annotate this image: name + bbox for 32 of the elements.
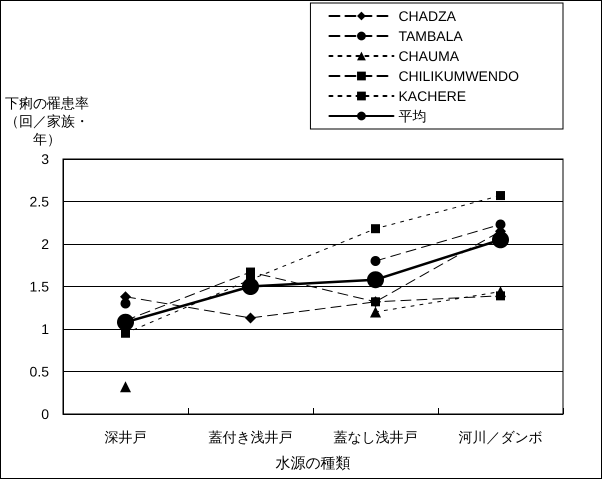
point bbox=[371, 224, 380, 234]
point bbox=[117, 314, 134, 331]
legend-label: KACHERE bbox=[398, 88, 466, 104]
point bbox=[370, 306, 381, 318]
legend-label: CHAUMA bbox=[398, 48, 460, 64]
y-tick-label: 0 bbox=[41, 406, 50, 422]
y-axis-title: 下痢の罹患率（回／家族・年） bbox=[5, 95, 89, 147]
y-tick-label: 1 bbox=[41, 321, 50, 337]
point bbox=[367, 271, 384, 288]
x-tick-label: 深井戸 bbox=[104, 429, 146, 445]
point bbox=[242, 278, 259, 295]
x-tick-label: 河川／ダンボ bbox=[458, 429, 542, 445]
legend-label: TAMBALA bbox=[398, 28, 464, 44]
point bbox=[120, 298, 130, 308]
legend-label: CHADZA bbox=[398, 8, 457, 24]
x-axis-title: 水源の種類 bbox=[276, 455, 350, 472]
y-tick-label: 1.5 bbox=[30, 278, 50, 294]
y-tick-label: 3 bbox=[41, 151, 50, 167]
legend-label: CHILIKUMWENDO bbox=[398, 68, 520, 84]
point bbox=[370, 256, 380, 266]
point bbox=[496, 219, 506, 230]
point bbox=[245, 312, 256, 324]
point bbox=[120, 381, 131, 392]
y-tick-label: 2 bbox=[41, 236, 50, 252]
y-tick-label: 0.5 bbox=[30, 364, 50, 380]
x-tick-label: 蓋付き浅井戸 bbox=[208, 429, 292, 445]
point bbox=[496, 191, 505, 200]
point bbox=[496, 291, 505, 300]
y-tick-label: 2.5 bbox=[30, 194, 50, 210]
x-tick-label: 蓋なし浅井戸 bbox=[334, 429, 418, 445]
point bbox=[492, 231, 509, 248]
legend-label: 平均 bbox=[398, 108, 426, 124]
